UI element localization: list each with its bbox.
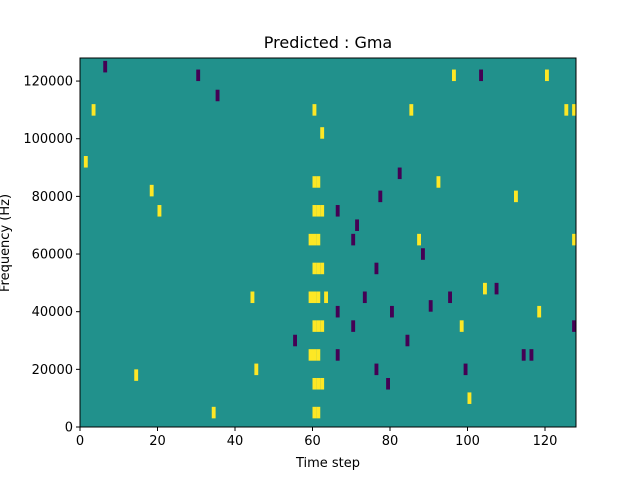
y-axis: 0 20000 40000 60000 80000 100000 120000 [23,75,80,436]
heatmap-cell [521,349,526,361]
heatmap-cell [312,104,317,116]
heatmap-cell [320,377,325,390]
heatmap-cell [320,320,325,332]
heatmap-cell [211,406,216,419]
heatmap-cell [386,377,390,390]
heatmap-cell [436,176,441,188]
x-tick-label: 100 [455,434,480,449]
heatmap-cell [529,349,534,361]
x-tick-label: 0 [76,434,84,449]
heatmap-cell [572,320,576,332]
heatmap-cell [308,291,313,304]
heatmap-cell [374,363,379,376]
heatmap-cell [448,291,452,304]
heatmap-background [80,58,576,427]
y-tick-label: 0 [65,421,73,436]
heatmap-cell [494,282,499,295]
heatmap-cell [316,320,321,332]
heatmap-cell [564,104,569,116]
heatmap-cell [421,248,425,260]
heatmap-cell [459,320,464,332]
heatmap-cell [254,363,259,376]
heatmap-cell [308,349,313,361]
x-tick-label: 40 [227,434,244,449]
heatmap-cell [312,349,317,361]
heatmap-cell [312,406,317,419]
y-axis-label: Frequency (Hz) [0,194,13,292]
y-tick-label: 100000 [23,132,73,147]
heatmap-cell [312,320,317,332]
heatmap-cell [316,262,321,275]
heatmap-cell [312,205,317,217]
heatmap-cell [215,89,220,102]
heatmap-cell [324,291,328,304]
heatmap-cell [467,392,472,404]
x-tick-label: 80 [382,434,399,449]
heatmap-cell [320,262,325,275]
heatmap-cell [312,176,317,188]
y-tick-label: 80000 [32,190,73,205]
y-tick-label: 40000 [32,305,73,320]
heatmap-cell [479,69,483,82]
heatmap-cell [572,104,576,116]
heatmap-cell [335,349,340,361]
heatmap-cell [374,262,379,275]
heatmap-cell [83,156,88,168]
heatmap-cell [293,334,297,347]
heatmap-cell [362,291,367,304]
heatmap-cell [316,176,321,188]
chart-title: Predicted : Gma [264,33,392,52]
heatmap-cell [351,320,356,332]
heatmap-cell [316,377,321,390]
x-axis-label: Time step [295,456,360,471]
heatmap-cell [312,377,317,390]
x-axis: 0 20 40 60 80 100 120 [76,427,558,449]
heatmap-cell [316,233,321,246]
heatmap-cell [463,363,468,376]
heatmap-cell [514,190,518,203]
heatmap-cell [134,369,139,381]
heatmap-cell [103,60,108,73]
heatmap-cell [397,167,402,180]
heatmap-cell [316,291,321,304]
heatmap-cell [91,104,96,116]
heatmap-cell [390,305,394,318]
heatmap-cell [405,334,410,347]
heatmap-cell [312,291,317,304]
heatmap-cell [316,349,321,361]
heatmap-cell [157,205,162,217]
plot-area [79,57,577,428]
x-tick-label: 20 [149,434,166,449]
heatmap-cell [537,305,542,318]
heatmap-cell [320,127,325,139]
heatmap-cell [250,291,255,304]
heatmap-cell [316,205,321,217]
heatmap-cell [378,190,383,203]
heatmap-cell [312,233,317,246]
heatmap-cell [351,233,356,246]
heatmap-cell [312,262,317,275]
heatmap-cell [308,233,313,246]
heatmap-cell [316,406,321,419]
heatmap-cell [483,282,487,295]
heatmap-cell [335,305,340,318]
heatmap-cell [196,69,201,82]
heatmap-cell [572,233,576,246]
heatmap-cell [545,69,549,82]
x-tick-label: 60 [304,434,321,449]
plot-frame [79,57,577,428]
heatmap-cell [452,69,456,82]
y-tick-label: 120000 [23,75,73,90]
heatmap-cell [335,205,340,217]
heatmap-cell [428,300,433,312]
heatmap-cell [149,184,154,197]
heatmap-cell [355,219,359,231]
y-tick-label: 20000 [32,363,73,378]
heatmap-cell [409,104,414,116]
heatmap-cell [320,205,325,217]
x-tick-label: 120 [533,434,558,449]
y-tick-label: 60000 [32,248,73,263]
heatmap-cell [417,233,421,246]
